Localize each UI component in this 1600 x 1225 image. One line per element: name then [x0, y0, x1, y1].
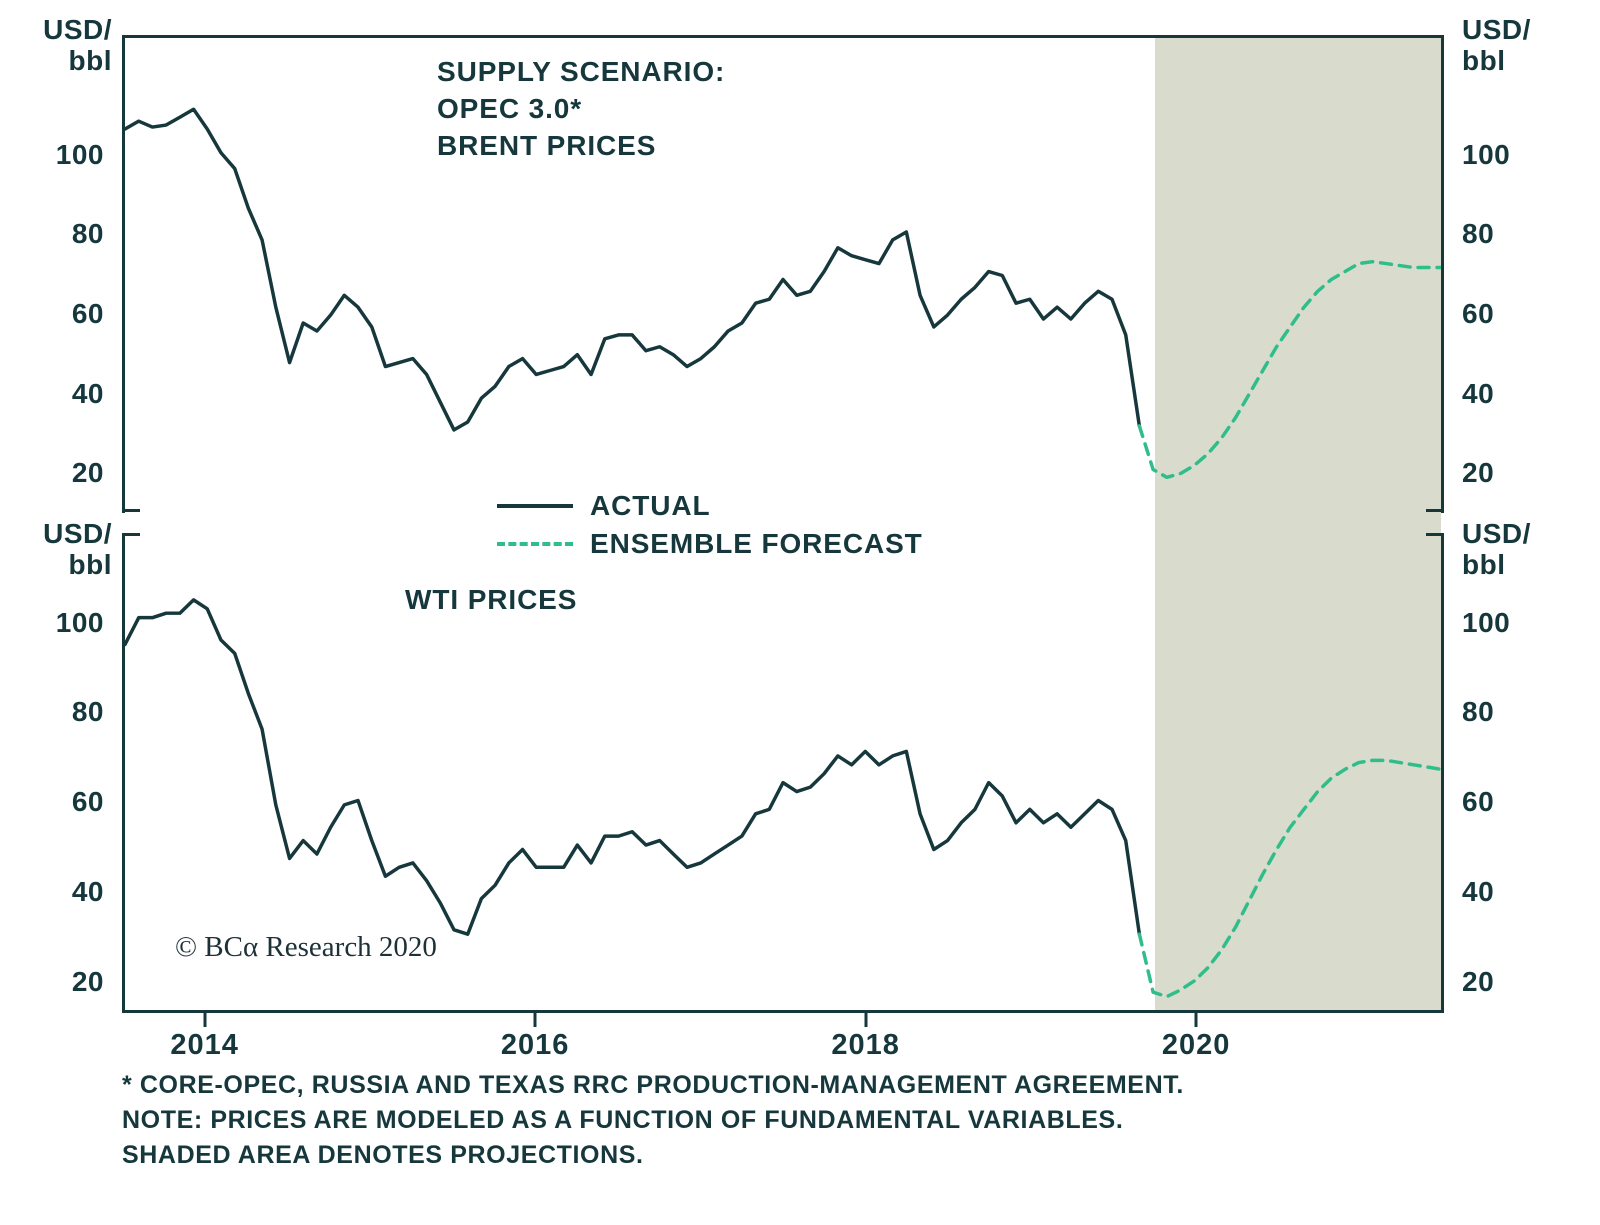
y-tick-label: 40	[71, 875, 104, 907]
y-tick-label: 20	[71, 457, 104, 489]
x-tick-label: 2014	[170, 1029, 239, 1061]
forecast-line	[1137, 758, 1441, 999]
axis-break-mark	[122, 509, 140, 512]
legend-label-forecast: ENSEMBLE FORECAST	[590, 527, 923, 559]
y-tick-label: 80	[71, 696, 104, 728]
title-line: WTI PRICES	[405, 584, 578, 615]
title-line: SUPPLY SCENARIO:	[437, 56, 726, 87]
axis-unit-label: USD/ bbl	[20, 14, 112, 76]
brent-plot-area	[122, 35, 1444, 513]
y-tick-label: 60	[1462, 297, 1495, 329]
x-axis-tick	[1194, 1013, 1198, 1027]
axis-break-mark	[1426, 533, 1444, 536]
axis-unit-label: USD/ bbl	[20, 518, 112, 580]
y-tick-label: 40	[71, 377, 104, 409]
y-tick-label: 20	[71, 965, 104, 997]
axis-unit-line2: bbl	[1462, 549, 1506, 580]
forecast-line	[1137, 259, 1441, 480]
actual-line-swatch	[497, 503, 573, 508]
y-tick-label: 80	[1462, 218, 1495, 250]
y-tick-label: 80	[1462, 696, 1495, 728]
legend-label-actual: ACTUAL	[590, 489, 711, 521]
axis-break-mark	[122, 533, 140, 536]
actual-line	[125, 107, 1142, 432]
y-tick-label: 100	[1462, 606, 1511, 638]
brent-chart-title: SUPPLY SCENARIO: OPEC 3.0* BRENT PRICES	[437, 53, 725, 164]
copyright: © BCα Research 2020	[175, 931, 437, 963]
title-line: OPEC 3.0*	[437, 93, 583, 124]
x-tick-label: 2016	[500, 1029, 570, 1061]
axis-unit-line1: USD/	[43, 14, 112, 45]
y-tick-label: 100	[1462, 138, 1511, 170]
legend: ACTUAL ENSEMBLE FORECAST	[497, 489, 923, 560]
footnote-line: NOTE: PRICES ARE MODELED AS A FUNCTION O…	[122, 1106, 1124, 1134]
axis-unit-line1: USD/	[1462, 518, 1531, 549]
y-tick-label: 60	[71, 297, 104, 329]
axis-unit-line2: bbl	[1462, 45, 1506, 76]
x-tick-label: 2020	[1161, 1029, 1231, 1061]
axis-unit-label: USD/ bbl	[1462, 518, 1554, 580]
y-tick-label: 60	[1462, 786, 1495, 818]
axis-break-mark	[1426, 509, 1444, 512]
axis-unit-line2: bbl	[68, 45, 112, 76]
legend-row-actual: ACTUAL	[497, 489, 923, 522]
axis-unit-label: USD/ bbl	[1462, 14, 1554, 76]
y-tick-label: 40	[1462, 377, 1495, 409]
legend-row-forecast: ENSEMBLE FORECAST	[497, 527, 923, 560]
brent-chart	[125, 107, 1441, 480]
actual-line	[125, 598, 1142, 936]
y-tick-label: 20	[1462, 965, 1495, 997]
wti-chart-title: WTI PRICES	[405, 581, 577, 618]
footnote-line: SHADED AREA DENOTES PROJECTIONS.	[122, 1141, 644, 1169]
title-line: BRENT PRICES	[437, 130, 657, 161]
x-axis-tick	[203, 1013, 207, 1027]
y-tick-label: 60	[71, 786, 104, 818]
wti-panel: WTI PRICES © BCα Research 2020 100 100 80 8…	[0, 533, 1600, 1061]
footnotes: * CORE-OPEC, RUSSIA AND TEXAS RRC PRODUC…	[122, 1068, 1184, 1173]
wti-chart	[125, 598, 1441, 999]
axis-unit-line2: bbl	[68, 549, 112, 580]
y-tick-label: 80	[71, 218, 104, 250]
y-tick-label: 20	[1462, 457, 1495, 489]
forecast-line-swatch	[497, 541, 573, 546]
x-tick-label: 2018	[831, 1029, 900, 1061]
y-tick-label: 100	[55, 606, 104, 638]
axis-unit-line1: USD/	[43, 518, 112, 549]
footnote-line: * CORE-OPEC, RUSSIA AND TEXAS RRC PRODUC…	[122, 1071, 1184, 1099]
y-tick-label: 40	[1462, 875, 1495, 907]
brent-panel: SUPPLY SCENARIO: OPEC 3.0* BRENT PRICES …	[0, 35, 1600, 513]
axis-unit-line1: USD/	[1462, 14, 1531, 45]
wti-plot-area	[122, 533, 1444, 1013]
x-axis-tick	[864, 1013, 868, 1027]
x-axis-tick	[533, 1013, 537, 1027]
projection-shade	[1154, 38, 1441, 1010]
y-tick-label: 100	[55, 138, 104, 170]
